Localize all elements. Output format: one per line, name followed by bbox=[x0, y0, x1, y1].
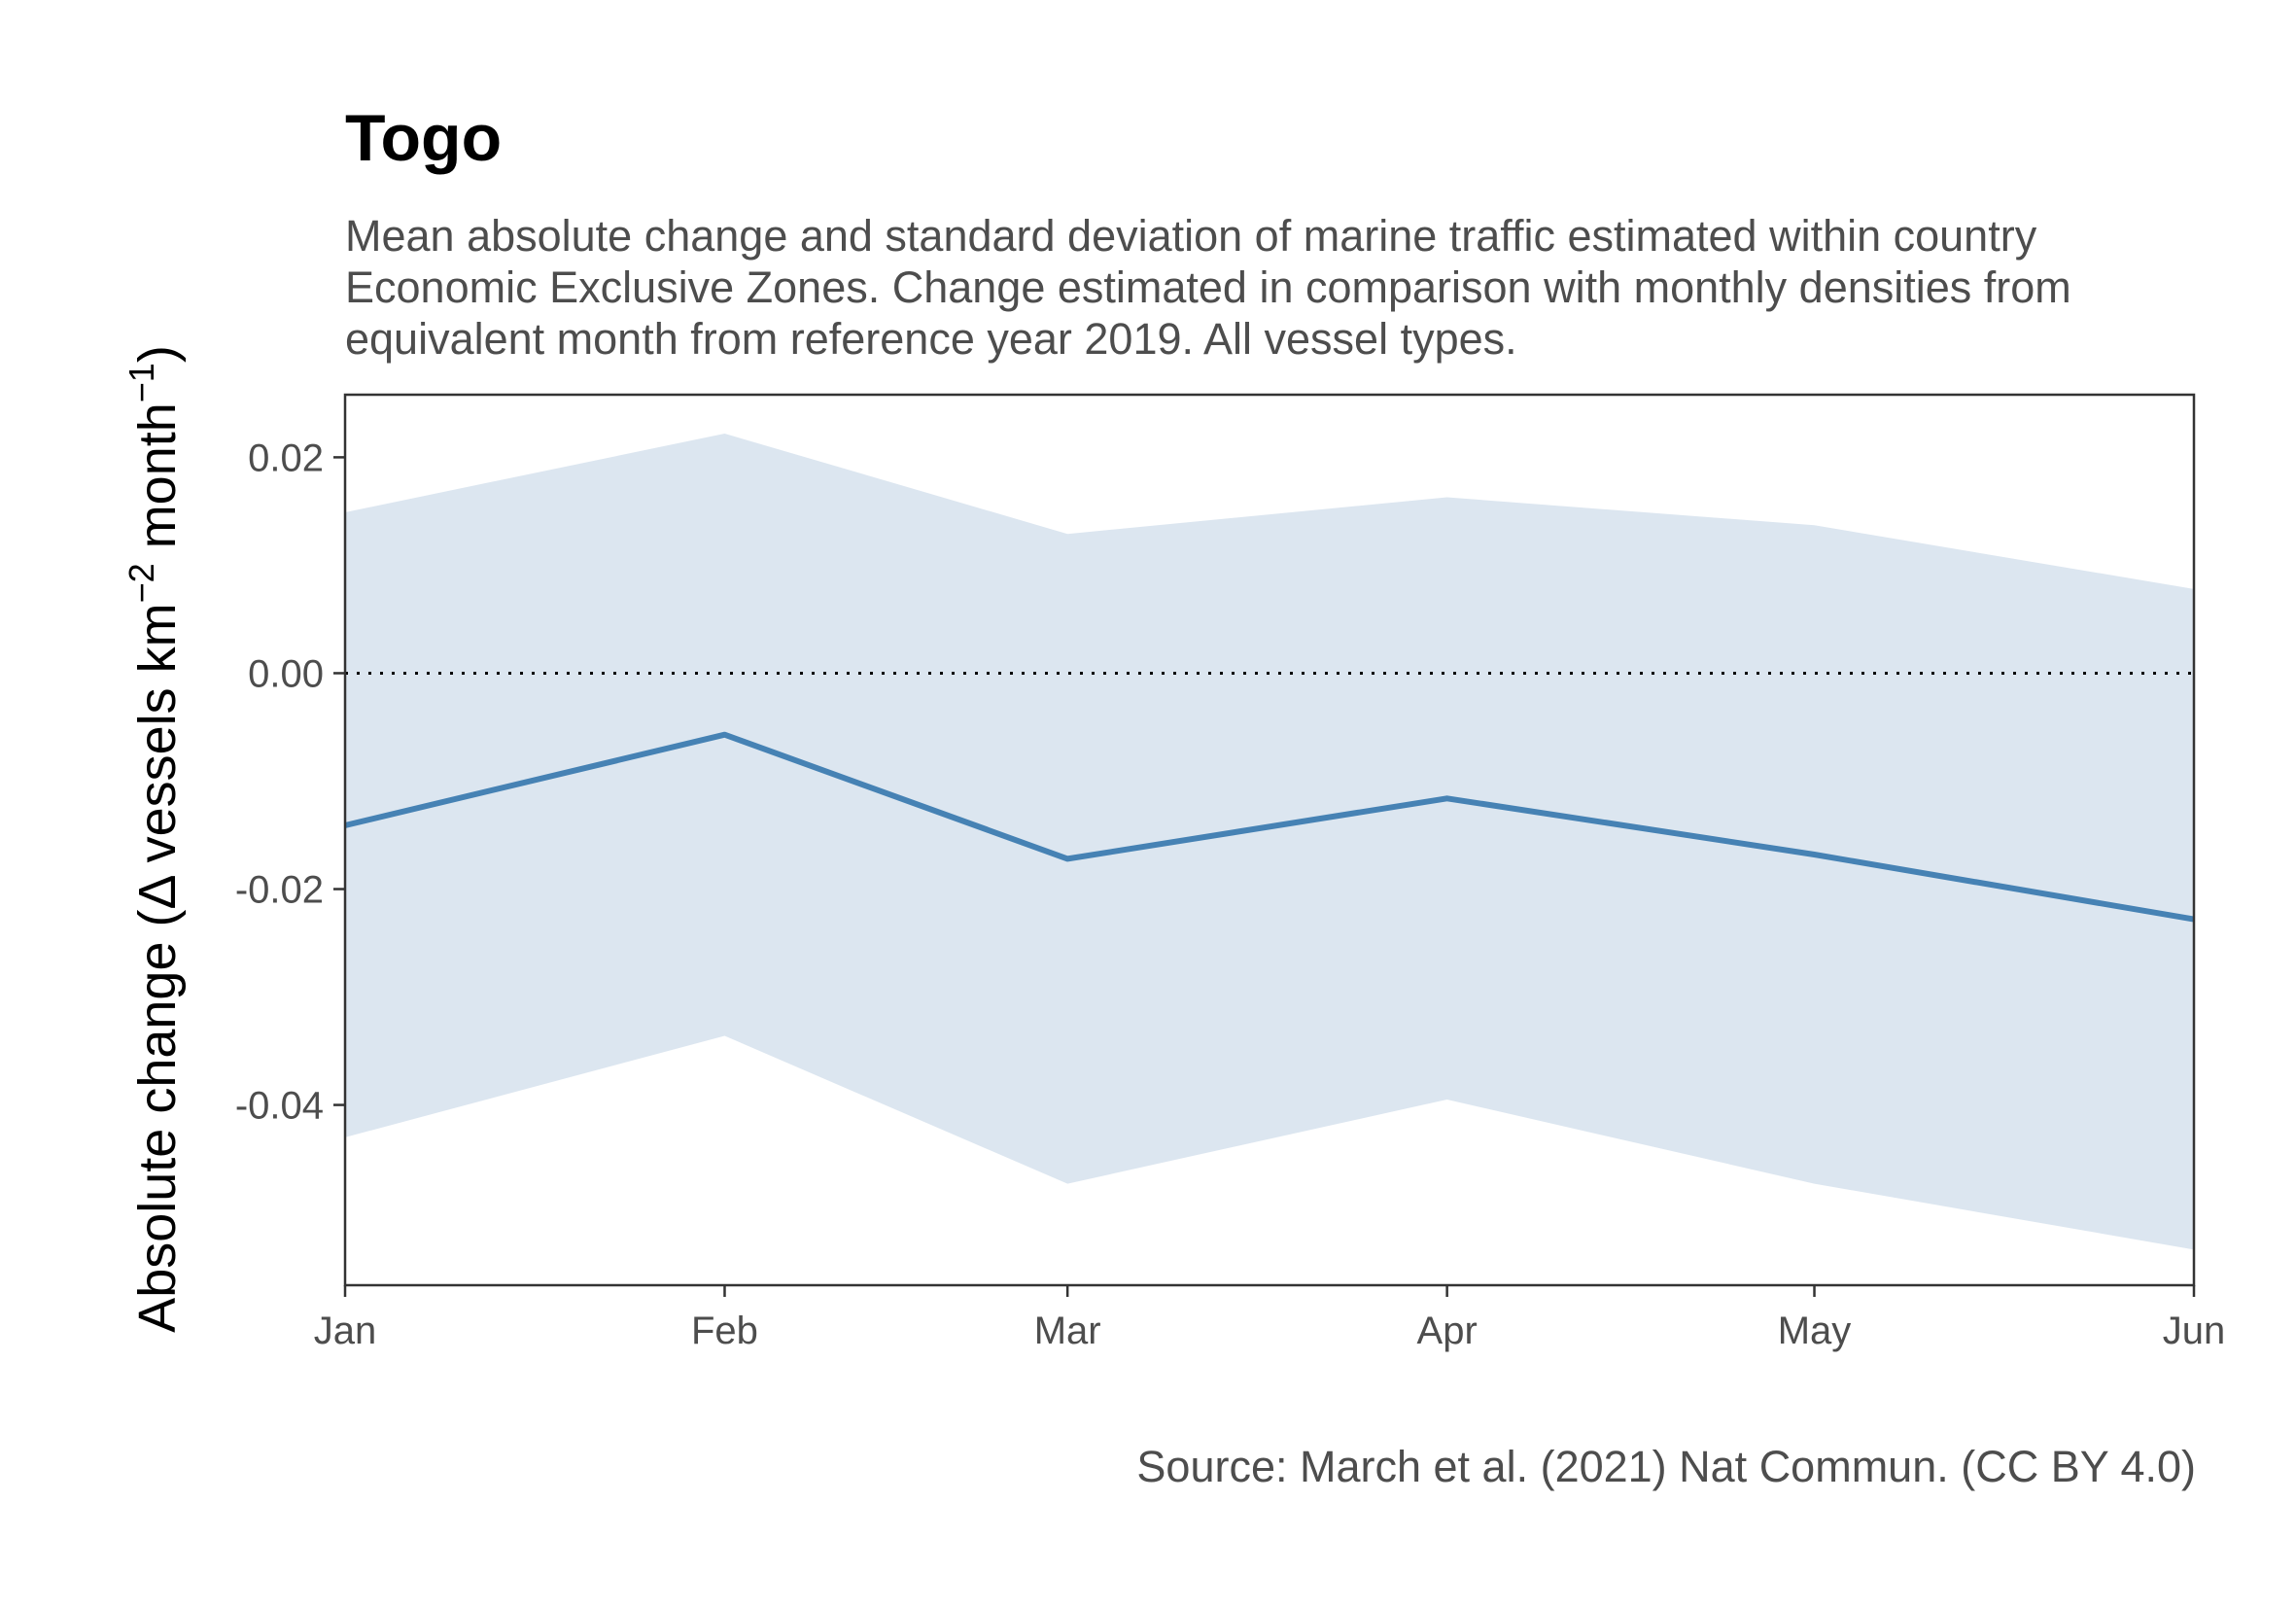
y-axis-title: Absolute change (Δ vessels km−2 month−1) bbox=[122, 345, 187, 1333]
chart-subtitle: Mean absolute change and standard deviat… bbox=[345, 211, 2071, 364]
y-axis-title-exponent-b: −1 bbox=[122, 363, 161, 402]
y-axis-title-exponent-a: −2 bbox=[122, 563, 161, 603]
delta-symbol: Δ bbox=[128, 876, 187, 910]
plot-panel-border bbox=[343, 393, 2196, 1287]
y-axis-title-units-a: vessels km bbox=[128, 603, 187, 877]
mean-change-line bbox=[344, 731, 2195, 923]
y-axis-title-suffix: ) bbox=[128, 345, 187, 363]
chart-caption: Source: March et al. (2021) Nat Commun. … bbox=[1136, 1442, 2196, 1491]
y-axis-title-prefix: Absolute change ( bbox=[128, 909, 187, 1332]
y-tick-label: -0.04 bbox=[235, 1085, 324, 1128]
x-tick-label: Jun bbox=[2163, 1310, 2226, 1352]
standard-deviation-band bbox=[345, 434, 2194, 1250]
x-tick-label: May bbox=[1778, 1310, 1852, 1352]
y-tick-label: 0.00 bbox=[248, 652, 324, 695]
x-tick-label: Jan bbox=[314, 1310, 377, 1352]
y-axis: 0.02 0.00 -0.02 -0.04 bbox=[235, 437, 345, 1128]
y-tick-label: -0.02 bbox=[235, 869, 324, 912]
x-tick-label: Apr bbox=[1417, 1310, 1478, 1352]
x-axis: Jan Feb Mar Apr May Jun bbox=[314, 1285, 2226, 1352]
x-tick-label: Mar bbox=[1034, 1310, 1101, 1352]
x-tick-label: Feb bbox=[691, 1310, 758, 1352]
y-axis-title-units-b: month bbox=[128, 402, 187, 563]
chart-title: Togo bbox=[345, 101, 503, 175]
y-tick-label: 0.02 bbox=[248, 437, 324, 479]
